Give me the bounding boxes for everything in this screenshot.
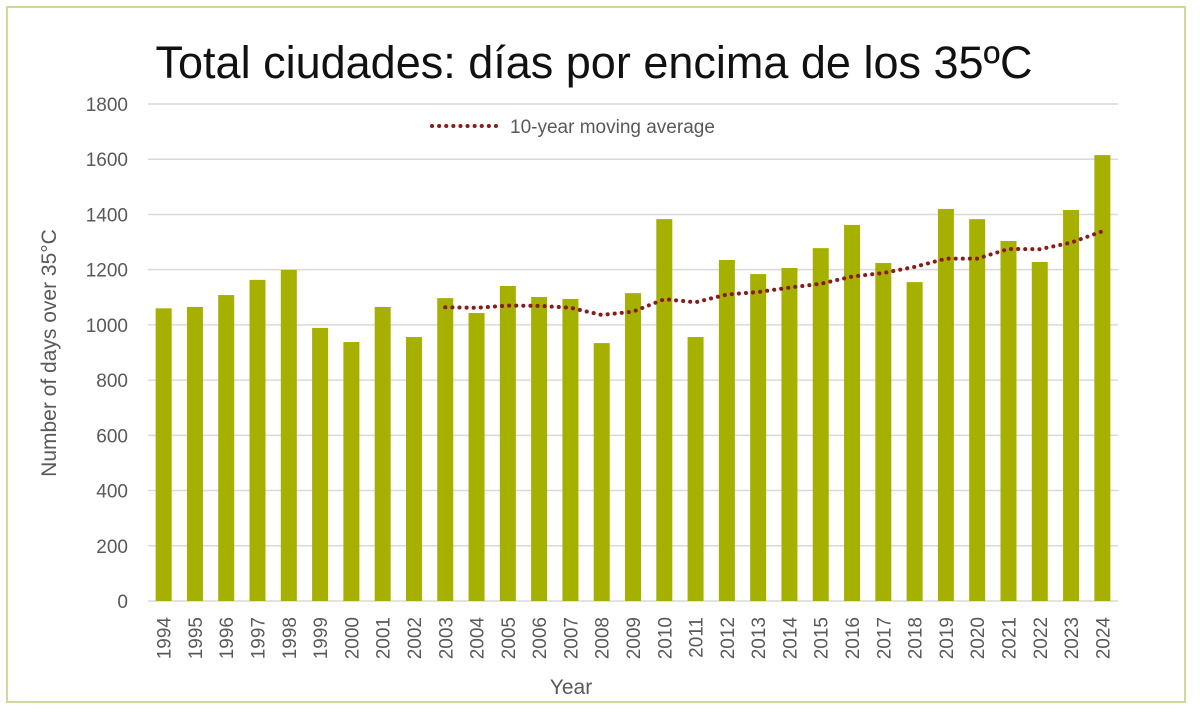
bar-2001: [374, 306, 391, 601]
x-tick-label: 2016: [843, 617, 864, 659]
x-tick-label: 2001: [374, 617, 395, 659]
x-tick-label: 2013: [749, 617, 770, 659]
legend-label: 10-year moving average: [510, 117, 715, 138]
gridlines: [148, 103, 1118, 602]
x-tick-label: 2000: [342, 617, 363, 659]
bar-1996: [218, 295, 235, 601]
bars: [155, 155, 1111, 602]
bar-2021: [1000, 240, 1017, 601]
x-tick-label: 1999: [311, 617, 332, 659]
bar-2010: [656, 219, 673, 601]
bar-2004: [468, 313, 485, 601]
bar-2016: [844, 224, 861, 602]
x-tick-label: 2002: [405, 617, 426, 659]
x-tick-label: 2021: [999, 617, 1020, 659]
x-tick-label: 1998: [280, 617, 301, 659]
x-tick-label: 2010: [655, 617, 676, 659]
bar-2015: [812, 248, 829, 601]
bar-1994: [155, 308, 172, 601]
y-tick-label: 800: [96, 371, 128, 392]
chart-frame: [6, 6, 1186, 703]
x-axis-ticks: 1994 1995 1996 1997 1998 1999 2000 2001 2002 2003…: [155, 617, 1115, 660]
y-tick-label: 400: [96, 482, 128, 503]
bar-2018: [906, 282, 923, 601]
x-tick-label: 2008: [593, 617, 614, 659]
bar-1997: [249, 279, 266, 601]
bar-2011: [687, 337, 704, 601]
y-tick-label: 1000: [86, 316, 128, 337]
x-tick-label: 1996: [217, 617, 238, 659]
y-axis-ticks: 0 200 400 600 800 1000 1200 1400 1600 1800: [86, 95, 128, 613]
x-tick-label: 2006: [530, 617, 551, 659]
legend: 10-year moving average: [430, 117, 715, 138]
bar-2007: [562, 298, 579, 601]
moving-average-line: [443, 229, 1105, 317]
x-tick-label: 2009: [624, 617, 645, 659]
x-tick-label: 2012: [718, 617, 739, 659]
x-tick-label: 2022: [1031, 617, 1052, 659]
bar-2005: [499, 285, 516, 601]
bar-2002: [405, 337, 422, 601]
y-axis-label: Number of days over 35°C: [38, 229, 61, 477]
y-tick-label: 0: [117, 592, 128, 613]
x-tick-label: 2007: [561, 617, 582, 659]
bar-2019: [937, 208, 954, 601]
x-tick-label: 2019: [937, 617, 958, 659]
x-axis-label: Year: [550, 676, 592, 699]
bar-2006: [531, 297, 548, 601]
bar-1995: [186, 306, 203, 601]
bar-2012: [718, 260, 735, 601]
bar-2017: [875, 263, 892, 601]
x-tick-label: 2018: [906, 617, 927, 659]
x-tick-label: 2015: [812, 617, 833, 659]
y-tick-label: 1600: [86, 150, 128, 171]
bar-2023: [1063, 210, 1080, 601]
y-tick-label: 600: [96, 426, 128, 447]
y-tick-label: 1400: [86, 205, 128, 226]
x-tick-label: 2020: [968, 617, 989, 659]
x-tick-label: 2014: [780, 617, 801, 660]
y-tick-label: 200: [96, 537, 128, 558]
bar-2013: [750, 274, 767, 601]
x-tick-label: 2024: [1093, 617, 1114, 660]
bar-2014: [781, 268, 798, 601]
chart-title: Total ciudades: días por encima de los 3…: [156, 37, 1033, 88]
x-tick-label: 2011: [687, 617, 708, 658]
bar-2020: [969, 219, 986, 601]
x-tick-label: 1997: [249, 617, 270, 659]
x-tick-label: 1995: [186, 617, 207, 659]
x-tick-label: 2023: [1062, 617, 1083, 659]
bar-2008: [593, 343, 610, 601]
bar-2000: [343, 342, 360, 601]
x-tick-label: 2017: [874, 617, 895, 659]
y-tick-label: 1800: [86, 95, 128, 116]
x-tick-label: 2005: [499, 617, 520, 659]
bar-2022: [1031, 261, 1048, 601]
bar-2024: [1094, 155, 1111, 601]
bar-2003: [437, 298, 454, 601]
bar-2009: [625, 293, 641, 601]
x-tick-label: 2003: [436, 617, 457, 659]
bar-1999: [312, 327, 329, 601]
x-tick-label: 2004: [468, 617, 489, 660]
x-tick-label: 1994: [155, 617, 176, 660]
y-tick-label: 1200: [86, 261, 128, 282]
bar-1998: [280, 269, 297, 601]
